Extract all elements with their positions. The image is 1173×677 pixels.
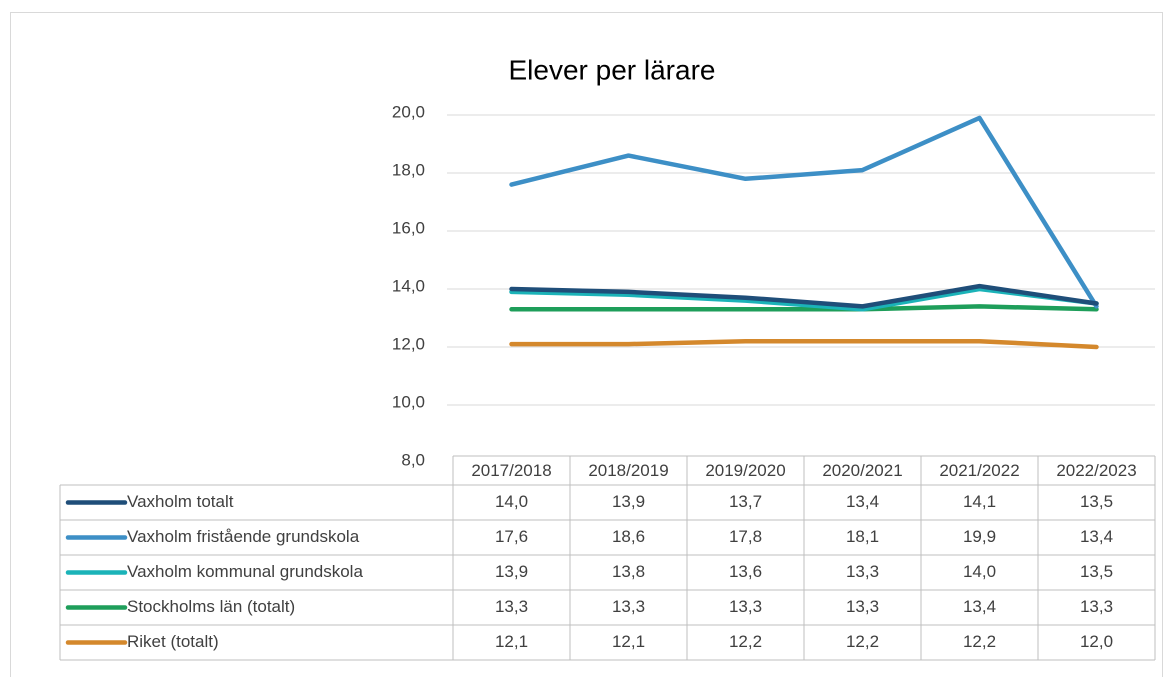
table-value: 14,0 [963,562,996,581]
table-value: 13,6 [729,562,762,581]
table-value: 17,8 [729,527,762,546]
x-tick-label: 2020/2021 [822,461,902,480]
x-tick-label: 2018/2019 [588,461,668,480]
x-tick-label: 2022/2023 [1056,461,1136,480]
table-value: 18,6 [612,527,645,546]
series-line [509,338,1099,350]
y-tick-label: 12,0 [392,334,425,353]
y-tick-label: 8,0 [401,450,425,469]
y-tick-label: 10,0 [392,392,425,411]
series-line [509,115,1099,309]
table-value: 14,1 [963,492,996,511]
x-tick-label: 2017/2018 [471,461,551,480]
chart-title: Elever per lärare [509,54,716,85]
table-value: 13,9 [495,562,528,581]
series-line [509,304,1099,312]
table-value: 12,2 [963,632,996,651]
table-value: 13,3 [846,597,879,616]
table-value: 19,9 [963,527,996,546]
table-value: 13,4 [1080,527,1113,546]
table-value: 12,2 [729,632,762,651]
table-value: 12,1 [612,632,645,651]
table-value: 14,0 [495,492,528,511]
table-value: 13,3 [612,597,645,616]
table-value: 12,2 [846,632,879,651]
table-value: 17,6 [495,527,528,546]
table-value: 13,9 [612,492,645,511]
series-line [509,283,1099,309]
legend-label: Riket (totalt) [127,632,219,651]
y-tick-label: 16,0 [392,218,425,237]
table-value: 13,5 [1080,492,1113,511]
table-value: 13,3 [729,597,762,616]
table-value: 13,4 [963,597,996,616]
legend-label: Stockholms län (totalt) [127,597,295,616]
legend-label: Vaxholm kommunal grundskola [127,562,363,581]
y-tick-label: 20,0 [392,102,425,121]
table-value: 12,1 [495,632,528,651]
table-value: 13,7 [729,492,762,511]
table-value: 13,3 [1080,597,1113,616]
legend-label: Vaxholm totalt [127,492,234,511]
table-value: 12,0 [1080,632,1113,651]
y-tick-label: 18,0 [392,160,425,179]
series-line [509,286,1099,312]
table-value: 13,3 [495,597,528,616]
table-value: 18,1 [846,527,879,546]
x-tick-label: 2019/2020 [705,461,785,480]
y-tick-label: 14,0 [392,276,425,295]
table-value: 13,8 [612,562,645,581]
table-value: 13,4 [846,492,879,511]
x-tick-label: 2021/2022 [939,461,1019,480]
table-value: 13,3 [846,562,879,581]
legend-label: Vaxholm fristående grundskola [127,527,360,546]
table-value: 13,5 [1080,562,1113,581]
